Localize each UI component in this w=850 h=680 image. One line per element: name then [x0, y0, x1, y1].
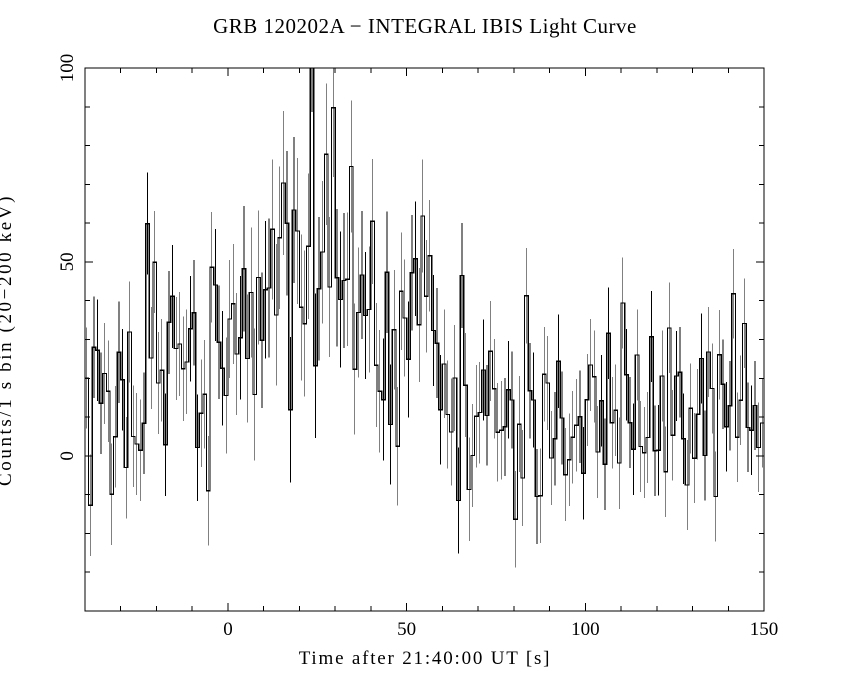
svg-text:50: 50 [397, 619, 416, 640]
svg-text:0: 0 [223, 619, 233, 640]
svg-text:50: 50 [57, 252, 78, 271]
svg-text:150: 150 [750, 619, 779, 640]
svg-text:0: 0 [57, 451, 78, 461]
svg-text:100: 100 [57, 54, 78, 83]
svg-text:100: 100 [571, 619, 600, 640]
